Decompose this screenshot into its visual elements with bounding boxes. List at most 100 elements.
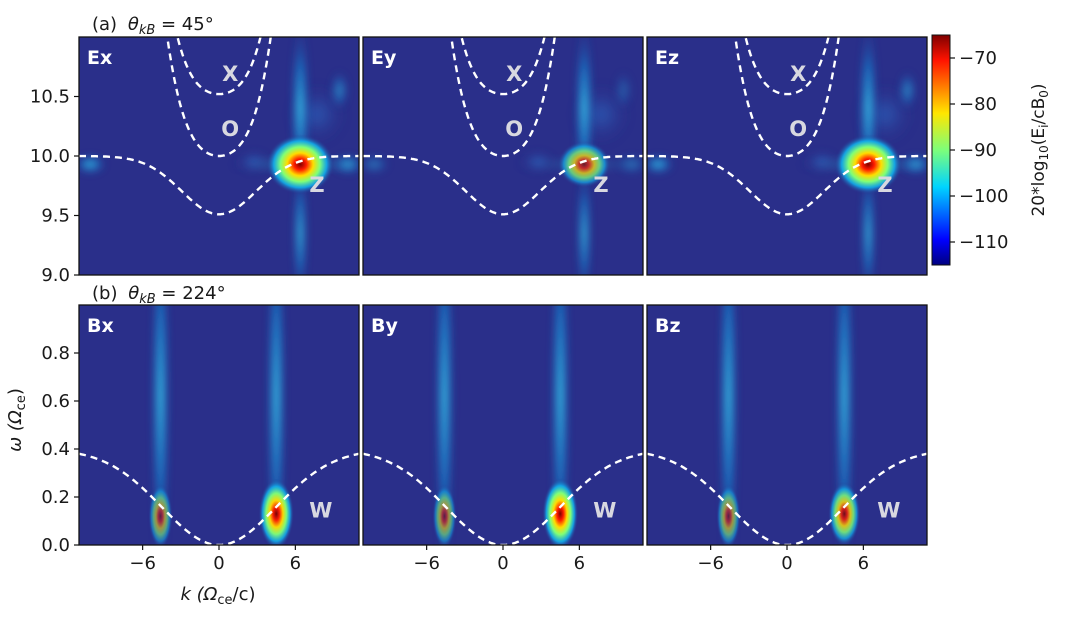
- panel-by: By W: [362, 304, 644, 546]
- y-tick-label: 9.0: [41, 265, 70, 286]
- x-axis: −6 0 6 −6 0 6 −6 0 6: [129, 545, 869, 574]
- panel-background: [363, 305, 643, 545]
- z-mode-curve: [647, 154, 927, 216]
- intensity-map: [363, 37, 643, 275]
- panel-label: Ez: [655, 47, 679, 69]
- intensity-map: [148, 305, 294, 545]
- x-tick-label: −6: [413, 553, 440, 574]
- panel-label: By: [371, 315, 398, 337]
- mode-label-x: X: [222, 62, 238, 86]
- panel-frame: [362, 36, 644, 276]
- intensity-map: [716, 305, 861, 545]
- x-mode-curve: [460, 37, 546, 96]
- panel-bx: Bx W: [78, 304, 360, 546]
- x-tick-label: 0: [497, 553, 508, 574]
- intensity-map: [79, 37, 359, 275]
- y-axis-label: ω (Ωce): [5, 388, 29, 452]
- x-tick-label: 6: [858, 553, 869, 574]
- o-mode-curve: [734, 37, 840, 158]
- y-tick-label: 10.5: [30, 87, 70, 108]
- row-a-title: (a) θkB = 45°: [92, 14, 214, 38]
- colorbar-tick-label: −70: [959, 48, 997, 69]
- colorbar-ticks: −70 −80 −90 −100 −110: [950, 48, 1008, 253]
- emission-blob: [647, 154, 675, 175]
- y-axis-row-a: 9.0 9.5 10.0 10.5: [30, 87, 79, 286]
- colorbar-tick-label: −80: [959, 94, 997, 115]
- vertical-streak: [151, 305, 170, 545]
- panel-label: Bz: [655, 315, 681, 337]
- y-tick-label: 0.2: [41, 487, 70, 508]
- o-mode-curve: [166, 37, 272, 158]
- y-tick-label: 0.6: [41, 391, 70, 412]
- intensity-peak: [258, 478, 294, 545]
- x-tick-label: −6: [697, 553, 724, 574]
- mode-label-z: Z: [593, 173, 608, 197]
- y-tick-label: 0.8: [41, 343, 70, 364]
- dispersion-curves: [363, 37, 643, 216]
- z-mode-curve: [79, 154, 359, 216]
- vertical-streak: [435, 305, 454, 545]
- colorbar-tick-label: −100: [959, 186, 1008, 207]
- intensity-peak: [834, 134, 903, 195]
- whistler-curve: [363, 452, 643, 545]
- y-tick-label: 10.0: [30, 146, 70, 167]
- dispersion-curves: [363, 452, 643, 545]
- y-tick-label: 9.5: [41, 206, 70, 227]
- vertical-streak: [577, 163, 592, 275]
- vertical-streak: [719, 305, 738, 545]
- intensity-spot: [148, 484, 173, 545]
- intensity-peak: [266, 134, 335, 195]
- intensity-peak: [828, 481, 861, 545]
- mode-label-o: O: [789, 117, 807, 141]
- mode-label-w: W: [877, 498, 900, 522]
- row-b-title: (b) θkB = 224°: [92, 283, 226, 307]
- mode-label-o: O: [505, 117, 523, 141]
- panel-label: Ey: [371, 47, 397, 69]
- panel-background: [79, 305, 359, 545]
- panel-ey: Ey X O Z: [362, 36, 644, 276]
- x-mode-curve: [744, 37, 830, 96]
- mode-label-z: Z: [309, 173, 324, 197]
- panel-bz: Bz W: [646, 304, 928, 546]
- intensity-spot: [716, 484, 741, 545]
- colorbar-tick-label: −90: [959, 140, 997, 161]
- dispersion-curves: [79, 452, 359, 545]
- whistler-curve: [647, 452, 927, 545]
- emission-blob: [614, 70, 633, 111]
- mode-label-w: W: [309, 498, 332, 522]
- mode-label-w: W: [593, 498, 616, 522]
- intensity-peak: [542, 477, 579, 545]
- panels-layer: Ex X O Z Ey X O Z Ez X O Z Bx W By W Bz W: [78, 36, 928, 546]
- x-tick-label: 0: [781, 553, 792, 574]
- intensity-peak: [557, 141, 611, 188]
- x-tick-label: 6: [290, 553, 301, 574]
- colorbar: [931, 34, 951, 266]
- y-axis-row-b: 0.0 0.2 0.4 0.6 0.8: [41, 343, 79, 556]
- whistler-curve: [79, 452, 359, 545]
- dispersion-curves: [647, 37, 927, 216]
- panel-ex: Ex X O Z: [78, 36, 360, 276]
- mode-label-x: X: [790, 62, 806, 86]
- colorbar-tick-label: −110: [959, 232, 1008, 253]
- dispersion-curves: [79, 37, 359, 216]
- emission-blob: [330, 70, 349, 111]
- intensity-spot: [432, 484, 457, 545]
- panel-label: Ex: [87, 47, 112, 69]
- emission-blob: [898, 70, 917, 111]
- x-tick-label: 6: [574, 553, 585, 574]
- panel-ez: Ez X O Z: [646, 36, 928, 276]
- z-mode-curve: [363, 154, 643, 216]
- y-tick-label: 0.0: [41, 535, 70, 556]
- o-mode-curve: [450, 37, 556, 158]
- emission-blob: [79, 154, 107, 175]
- panel-label: Bx: [87, 315, 114, 337]
- mode-label-x: X: [506, 62, 522, 86]
- panel-background: [647, 305, 927, 545]
- intensity-map: [647, 37, 927, 275]
- colorbar-label: 20*log10(Ei/cB0): [1029, 83, 1051, 216]
- x-axis-label: k (Ωce/c): [180, 584, 255, 608]
- x-tick-label: 0: [213, 553, 224, 574]
- mode-label-o: O: [221, 117, 239, 141]
- mode-label-z: Z: [877, 173, 892, 197]
